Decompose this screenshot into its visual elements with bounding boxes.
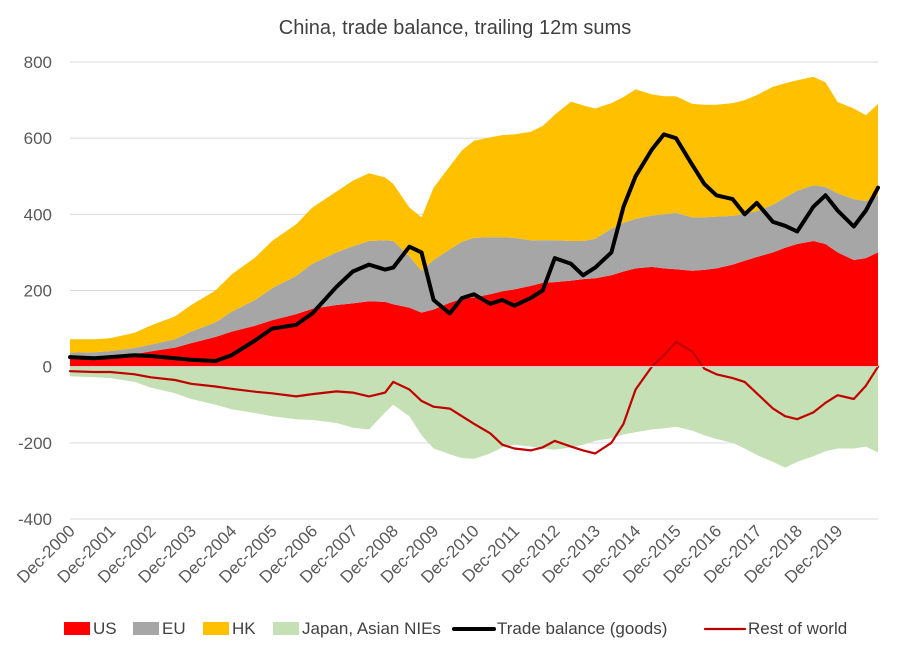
area-eu <box>70 185 878 359</box>
legend-item-rest-of-world: Rest of world <box>703 619 847 638</box>
y-tick-label: 0 <box>43 358 52 377</box>
y-tick-label: -400 <box>18 510 52 529</box>
legend-item-us: US <box>64 619 117 638</box>
y-tick-label: 400 <box>24 205 52 224</box>
legend: US EU HK Japan, Asian NIEs Trade balance (go… <box>64 619 847 638</box>
legend-label: EU <box>162 619 186 638</box>
legend-label: US <box>93 619 117 638</box>
area-hk <box>70 76 878 353</box>
area-japan-asian-nies <box>70 366 878 468</box>
y-tick-label: 600 <box>24 129 52 148</box>
line-trade-balance-goods <box>68 132 880 363</box>
legend-label: Japan, Asian NIEs <box>302 619 441 638</box>
legend-item-hk: HK <box>203 619 256 638</box>
legend-label: Trade balance (goods) <box>497 619 667 638</box>
legend-label: HK <box>232 619 256 638</box>
y-axis-tick-labels: -400 -200 0 200 400 600 800 <box>18 53 52 529</box>
legend-item-eu: EU <box>133 619 186 638</box>
line-series <box>68 132 880 455</box>
legend-swatch <box>273 622 299 635</box>
line-rest-of-world <box>68 340 880 455</box>
y-tick-label: 200 <box>24 282 52 301</box>
legend-swatch <box>133 622 159 635</box>
y-tick-label: -200 <box>18 434 52 453</box>
y-tick-label: 800 <box>24 53 52 72</box>
legend-swatch <box>203 622 229 635</box>
legend-item-trade-balance-goods: Trade balance (goods) <box>452 619 667 638</box>
legend-label: Rest of world <box>748 619 847 638</box>
legend-item-japan-asian-nies: Japan, Asian NIEs <box>273 619 441 638</box>
legend-swatch <box>64 622 90 635</box>
area-us <box>70 241 878 367</box>
area-series <box>70 76 878 468</box>
chart-title: China, trade balance, trailing 12m sums <box>279 17 631 39</box>
